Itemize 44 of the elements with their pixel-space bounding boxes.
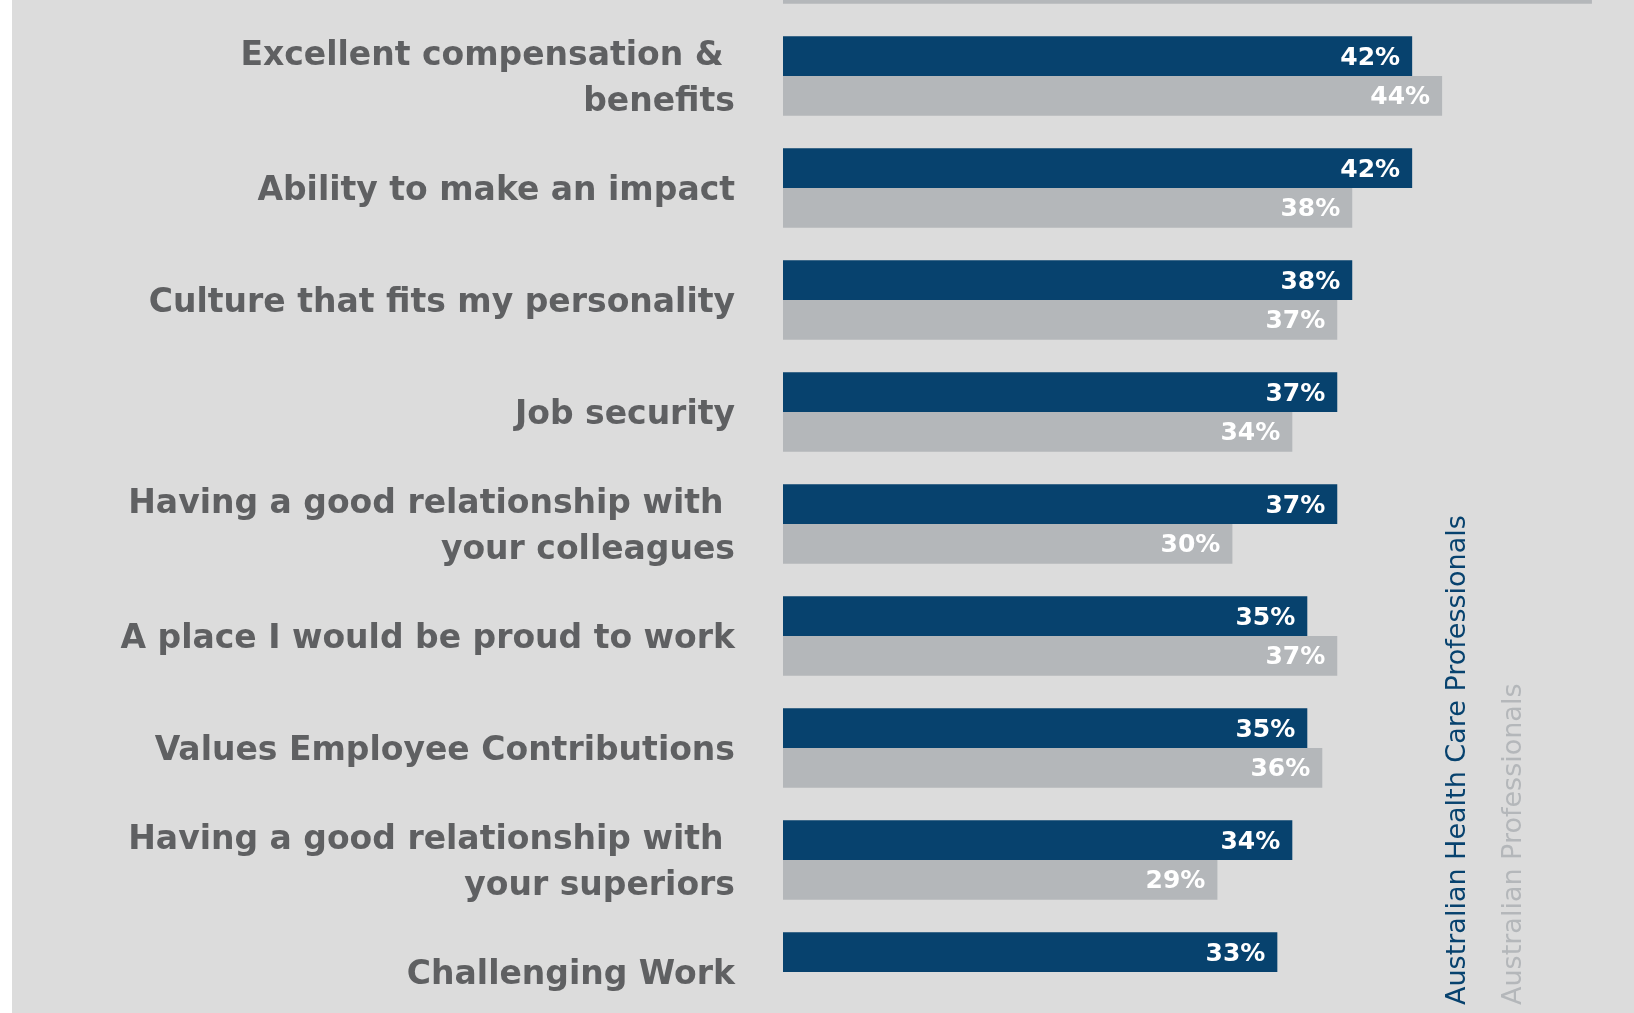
y-tick-label: Having a good relationship with your superiors [128, 817, 735, 903]
bar [783, 148, 1413, 188]
data-label: 29% [1145, 865, 1206, 895]
data-label: 44% [1370, 81, 1431, 111]
y-tick-label: Job security [512, 392, 735, 432]
bar [783, 372, 1338, 412]
y-tick-label: A place I would be proud to work [120, 616, 737, 656]
bar [783, 820, 1293, 860]
bar [783, 76, 1443, 116]
bar [783, 524, 1233, 564]
data-label: 33% [1205, 937, 1266, 967]
data-label: 37% [1265, 641, 1326, 671]
bar [783, 596, 1308, 636]
data-label: 34% [1220, 417, 1281, 447]
bar [783, 36, 1413, 76]
bar [783, 412, 1293, 452]
bar [783, 932, 1278, 972]
data-label: 37% [1265, 489, 1326, 519]
y-tick-label: Having a good relationship with your colleagues [128, 481, 735, 567]
data-label: 37% [1265, 305, 1326, 335]
bar [783, 484, 1338, 524]
data-label: 30% [1160, 529, 1221, 559]
bar [783, 260, 1353, 300]
bar [783, 636, 1338, 676]
bar [783, 708, 1308, 748]
y-tick-label: Challenging Work [406, 952, 737, 992]
bar [783, 188, 1353, 228]
data-label: 38% [1280, 265, 1341, 295]
data-label: 42% [1340, 153, 1401, 183]
y-tick-label: Ability to make an impact [257, 168, 736, 208]
data-label: 35% [1235, 713, 1296, 743]
y-tick-label: Values Employee Contributions [154, 728, 735, 768]
y-tick-label: Culture that fits my personality [148, 280, 735, 320]
bar [783, 860, 1218, 900]
data-label: 35% [1235, 601, 1296, 631]
text: Australian Health Care Professionals [1440, 515, 1471, 1005]
data-label: 37% [1265, 377, 1326, 407]
y-tick-label: Excellent compensation & benefits [240, 33, 735, 119]
data-label: 34% [1220, 825, 1281, 855]
bar [783, 300, 1338, 340]
data-label: 38% [1280, 193, 1341, 223]
bar [783, 748, 1323, 788]
data-label: 42% [1340, 41, 1401, 71]
data-label: 36% [1250, 753, 1311, 783]
